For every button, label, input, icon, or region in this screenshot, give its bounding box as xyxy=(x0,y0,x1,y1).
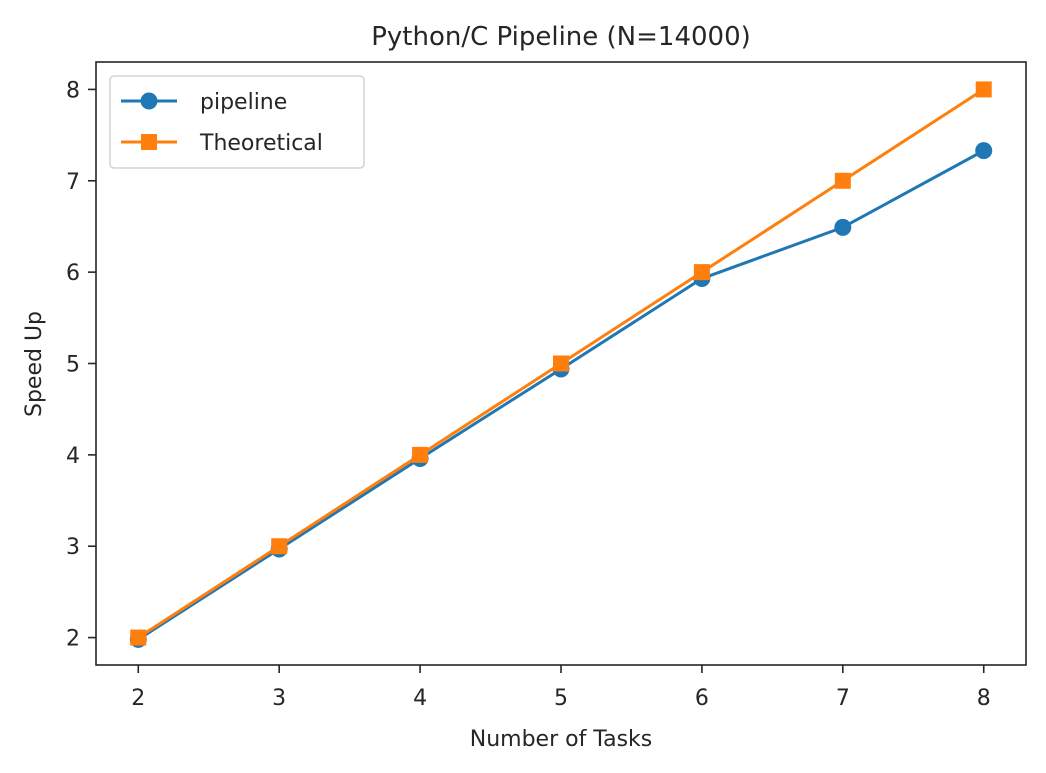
x-axis: 2 3 4 5 6 7 8 xyxy=(131,665,991,711)
data-point xyxy=(412,446,429,463)
legend-marker xyxy=(141,134,157,150)
data-point xyxy=(975,142,993,160)
series-line xyxy=(137,149,985,641)
x-tick-label: 5 xyxy=(554,686,568,711)
data-point xyxy=(834,218,852,236)
y-axis-label: Speed Up xyxy=(22,311,47,417)
data-point xyxy=(975,81,992,98)
data-point xyxy=(271,538,288,555)
legend-box xyxy=(109,75,365,169)
data-point xyxy=(553,355,569,372)
legend-label: pipeline xyxy=(200,90,287,115)
y-axis: 2 3 4 5 6 7 8 xyxy=(66,78,96,652)
x-tick-label: 3 xyxy=(272,686,286,711)
series-layer xyxy=(129,81,993,648)
x-tick-label: 7 xyxy=(836,686,850,711)
series-theoretical xyxy=(130,81,992,646)
series-pipeline xyxy=(129,142,993,648)
y-tick-label: 8 xyxy=(66,78,80,103)
x-tick-label: 4 xyxy=(413,686,427,711)
data-point xyxy=(693,264,710,281)
y-tick-label: 4 xyxy=(66,444,80,469)
chart-title: Python/C Pipeline (N=14000) xyxy=(371,22,751,52)
legend-label: Theoretical xyxy=(199,131,323,156)
legend-marker xyxy=(140,92,158,110)
data-point xyxy=(130,629,147,646)
x-tick-label: 6 xyxy=(695,686,709,711)
legend-entry: pipeline xyxy=(121,90,287,115)
legend-entry: Theoretical xyxy=(121,131,323,156)
x-axis-label: Number of Tasks xyxy=(470,727,653,752)
legend: pipeline Theoretical xyxy=(109,75,365,169)
data-point xyxy=(834,172,851,189)
x-tick-label: 8 xyxy=(977,686,991,711)
y-tick-label: 2 xyxy=(66,627,80,652)
x-tick-label: 2 xyxy=(131,686,145,711)
y-tick-label: 3 xyxy=(66,535,80,560)
y-tick-label: 7 xyxy=(66,170,80,195)
y-tick-label: 6 xyxy=(66,261,80,286)
y-tick-label: 5 xyxy=(66,353,80,378)
